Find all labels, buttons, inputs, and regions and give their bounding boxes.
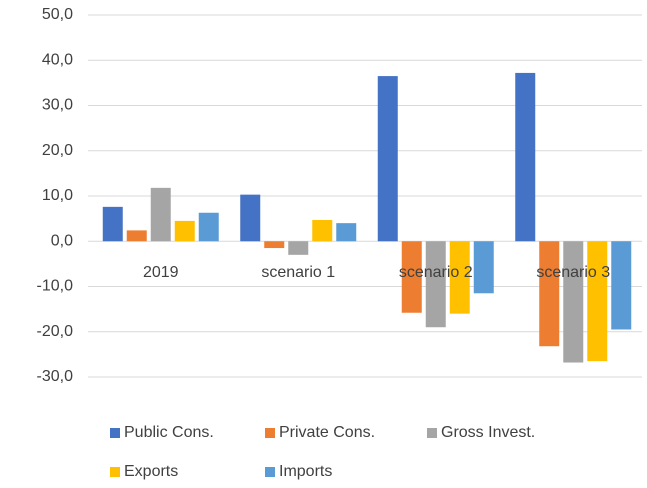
y-tick-label: 20,0 (42, 142, 73, 159)
bar (150, 187, 171, 242)
y-tick-label: -30,0 (37, 368, 74, 385)
bar (336, 223, 357, 242)
bar (473, 241, 494, 294)
x-tick-label: scenario 3 (536, 264, 610, 281)
bar (425, 241, 446, 328)
bar (587, 241, 608, 362)
y-tick-label: 50,0 (42, 6, 73, 23)
bar (264, 241, 285, 249)
bar (126, 230, 147, 242)
y-tick-label: 0,0 (51, 232, 73, 249)
bar (449, 241, 470, 314)
legend-swatch (265, 428, 275, 438)
y-tick-label: 10,0 (42, 187, 73, 204)
legend-label: Private Cons. (279, 424, 375, 441)
bar (312, 219, 333, 242)
legend-label: Exports (124, 463, 178, 480)
bar (240, 194, 261, 242)
y-tick-label: -10,0 (37, 278, 74, 295)
y-tick-label: 40,0 (42, 51, 73, 68)
y-tick-label: -20,0 (37, 323, 74, 340)
bar (401, 241, 422, 313)
x-tick-label: 2019 (143, 264, 179, 281)
bar (102, 206, 123, 242)
bar (288, 241, 309, 255)
legend-label: Public Cons. (124, 424, 214, 441)
legend-swatch (427, 428, 437, 438)
legend-swatch (265, 467, 275, 477)
bar (377, 76, 398, 242)
bar (198, 212, 219, 242)
bar (563, 241, 584, 363)
bar (515, 72, 536, 242)
legend-label: Imports (279, 463, 332, 480)
x-tick-label: scenario 2 (399, 264, 473, 281)
bar (539, 241, 560, 347)
x-tick-label: scenario 1 (261, 264, 335, 281)
legend-swatch (110, 428, 120, 438)
legend-label: Gross Invest. (441, 424, 535, 441)
legend-swatch (110, 467, 120, 477)
bar (611, 241, 632, 330)
y-tick-label: 30,0 (42, 97, 73, 114)
bar (174, 220, 195, 242)
